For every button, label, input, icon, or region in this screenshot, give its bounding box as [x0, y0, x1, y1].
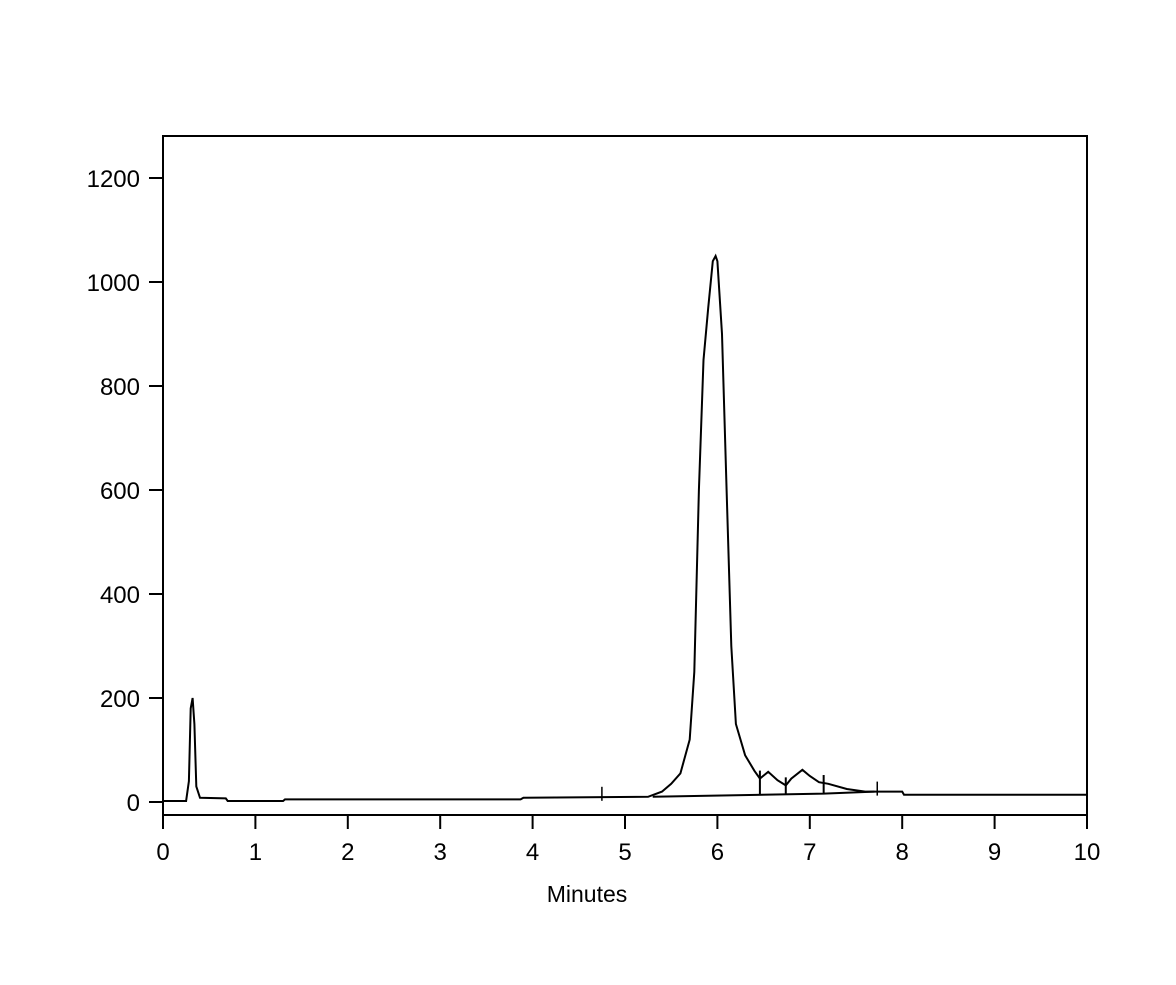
- x-tick-label: 5: [618, 839, 631, 866]
- x-tick-label: 8: [896, 839, 909, 866]
- x-tick-label: 0: [156, 839, 169, 866]
- y-tick-label: 800: [100, 374, 140, 401]
- x-tick-label: 6: [711, 839, 724, 866]
- x-axis-label: Minutes: [547, 881, 628, 907]
- y-tick-label: 400: [100, 582, 140, 609]
- x-tick-label: 9: [988, 839, 1001, 866]
- chromatogram-trace: [163, 253, 1087, 802]
- x-tick-label: 2: [341, 839, 354, 866]
- integration-baseline: [652, 790, 875, 798]
- y-tick-label: 600: [100, 478, 140, 505]
- plot-frame: [162, 135, 1088, 816]
- y-tick-label: 0: [127, 790, 140, 817]
- x-tick-label: 4: [526, 839, 539, 866]
- x-tick-label: 10: [1074, 839, 1101, 866]
- y-tick-label: 1200: [87, 166, 140, 193]
- x-tick-label: 3: [434, 839, 447, 866]
- x-tick-label: 7: [803, 839, 816, 866]
- y-tick-label: 1000: [87, 270, 140, 297]
- x-tick-label: 1: [249, 839, 262, 866]
- y-tick-label: 200: [100, 686, 140, 713]
